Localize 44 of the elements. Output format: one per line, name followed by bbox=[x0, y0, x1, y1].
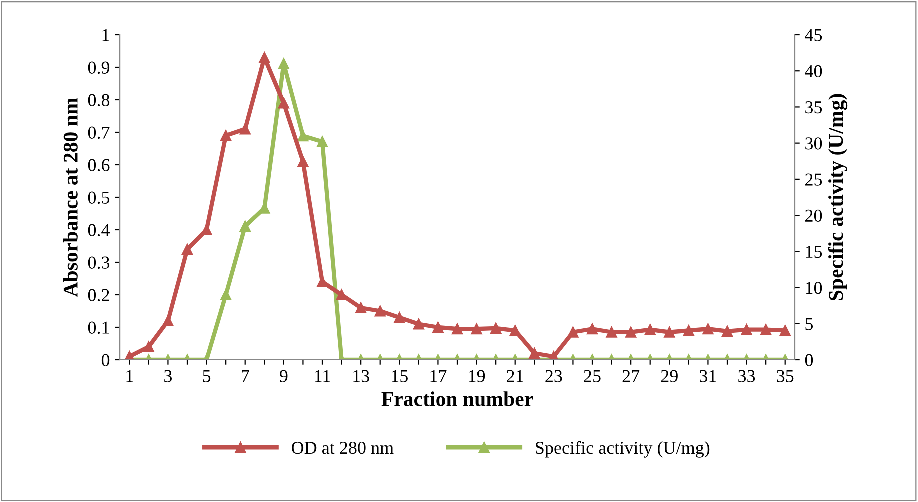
legend-label: Specific activity (U/mg) bbox=[536, 441, 710, 458]
x-tick-label: 5 bbox=[203, 370, 211, 382]
y-tick-label: 0.7 bbox=[88, 126, 110, 140]
y2-axis-title: Specific activity (U/mg) bbox=[828, 94, 848, 301]
y2-tick-label: 0 bbox=[805, 354, 814, 366]
x-tick-label: 1 bbox=[126, 370, 134, 382]
x-tick-label: 23 bbox=[546, 370, 562, 382]
y2-tick-label: 10 bbox=[806, 282, 822, 294]
y-tick-label: 0.4 bbox=[88, 224, 110, 237]
y-tick-label: 0.2 bbox=[88, 289, 110, 302]
y-tick-label: 0.5 bbox=[88, 192, 110, 204]
y2-tick-label: 15 bbox=[806, 246, 822, 258]
x-tick-label: 15 bbox=[392, 370, 408, 382]
y2-tick-label: 20 bbox=[806, 210, 822, 222]
y-tick-label: 1 bbox=[102, 29, 110, 42]
x-axis-title: Fraction number bbox=[382, 392, 534, 406]
y-tick-label: 0.1 bbox=[88, 322, 110, 334]
y-tick-label: 0 bbox=[102, 354, 110, 366]
x-tick-label: 19 bbox=[469, 370, 486, 382]
y-tick-label: 0.9 bbox=[88, 62, 110, 74]
x-tick-label: 21 bbox=[507, 370, 524, 382]
y2-tick-label: 40 bbox=[805, 65, 822, 78]
x-tick-label: 7 bbox=[242, 370, 250, 382]
y2-tick-label: 35 bbox=[806, 102, 822, 114]
y-axis-title: Absorbance at 280 nm bbox=[63, 98, 78, 298]
x-tick-label: 9 bbox=[280, 370, 288, 382]
x-tick-label: 25 bbox=[584, 370, 601, 382]
x-tick-label: 11 bbox=[315, 370, 330, 382]
y2-tick-label: 25 bbox=[806, 174, 822, 186]
x-tick-label: 13 bbox=[354, 370, 370, 382]
y-tick-label: 0.8 bbox=[88, 94, 110, 107]
x-tick-label: 27 bbox=[622, 370, 640, 382]
x-tick-label: 29 bbox=[661, 370, 678, 382]
y-tick-label: 0.3 bbox=[88, 256, 110, 270]
y-tick-label: 0.6 bbox=[88, 159, 110, 172]
y2-tick-label: 30 bbox=[806, 138, 822, 150]
x-tick-label: 17 bbox=[430, 370, 447, 382]
x-tick-label: 31 bbox=[700, 370, 716, 382]
x-tick-label: 3 bbox=[164, 370, 172, 382]
x-tick-label: 33 bbox=[738, 370, 756, 382]
x-tick-label: 35 bbox=[777, 370, 794, 382]
y2-tick-label: 45 bbox=[805, 29, 822, 42]
y2-tick-label: 5 bbox=[806, 318, 814, 330]
legend-label: OD at 280 nm bbox=[292, 442, 394, 454]
